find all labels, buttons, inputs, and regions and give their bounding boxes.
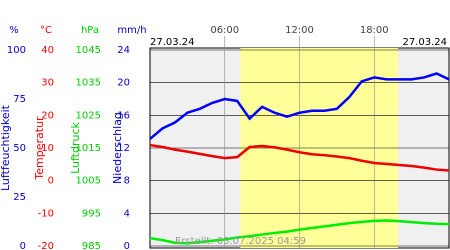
axis-title: Luftdruck (69, 121, 82, 173)
y-tick-label: 985 (82, 241, 101, 250)
axis-unit: °C (40, 25, 52, 36)
y-tick-label: 8 (124, 176, 130, 187)
y-tick-label: 20 (41, 110, 54, 121)
y-tick-label: 1015 (76, 143, 101, 154)
y-tick-label: 40 (41, 45, 54, 56)
series-line (149, 72, 450, 140)
y-tick-label: 50 (13, 143, 26, 154)
axis-unit: % (9, 25, 19, 36)
footer: Erstellt: 03.07.2025 04:59 (175, 236, 306, 247)
series-line (149, 143, 450, 172)
y-tick-label: 12 (117, 143, 130, 154)
y-tick-label: 75 (13, 94, 26, 105)
axis-unit: mm/h (117, 25, 146, 36)
y-tick-label: -10 (38, 208, 54, 219)
date-left: 27.03.24 (150, 37, 195, 48)
y-tick-label: 25 (13, 192, 26, 203)
y-tick-label: 1025 (76, 110, 101, 121)
y-tick-label: 0 (124, 241, 130, 250)
y-tick-label: 0 (48, 176, 54, 187)
y-tick-label: 1035 (76, 78, 101, 89)
y-tick-label: 20 (117, 78, 130, 89)
y-tick-label: 0 (20, 241, 26, 250)
y-tick-label: 100 (7, 45, 26, 56)
axis-title: Niederschlag (111, 112, 124, 184)
x-tick-label: 06:00 (210, 25, 239, 36)
axis-title: Temperatur (33, 116, 46, 181)
series-line (149, 219, 450, 245)
y-tick-label: 30 (41, 78, 54, 89)
y-tick-label: 1045 (76, 45, 101, 56)
y-tick-label: 16 (117, 110, 130, 121)
y-tick-label: 1005 (76, 176, 101, 187)
x-tick-label: 18:00 (360, 25, 389, 36)
axis-unit: hPa (81, 25, 99, 36)
date-right: 27.03.24 (402, 37, 447, 48)
y-tick-label: -20 (38, 241, 54, 250)
axis-title: Luftfeuchtigkeit (0, 104, 12, 191)
y-tick-label: 4 (124, 208, 130, 219)
y-tick-label: 995 (82, 208, 101, 219)
y-tick-label: 10 (41, 143, 54, 154)
x-tick-label: 12:00 (285, 25, 314, 36)
y-tick-label: 24 (117, 45, 130, 56)
